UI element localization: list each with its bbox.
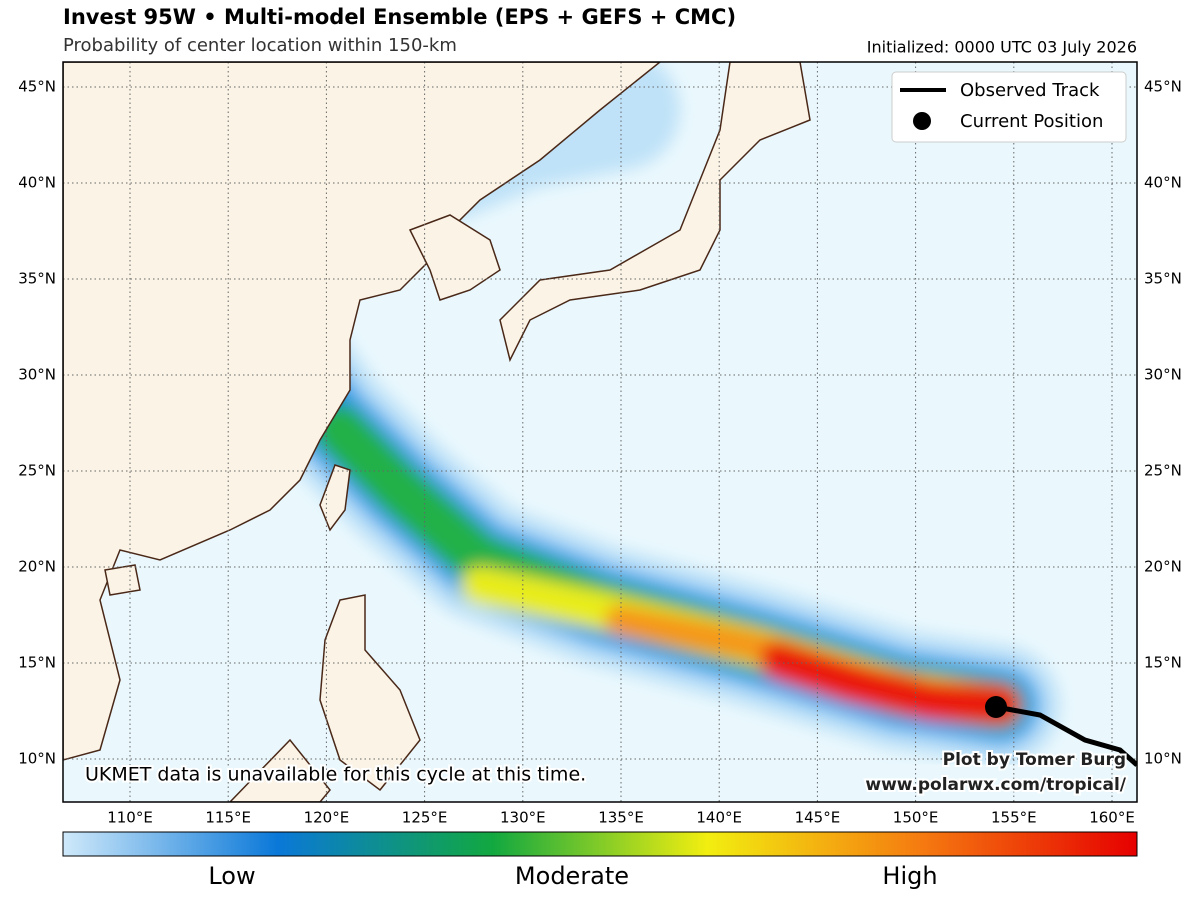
legend-box [891, 71, 1127, 143]
lon-label: 125°E [402, 809, 448, 827]
colorbar [62, 831, 1138, 857]
lon-label: 140°E [696, 809, 742, 827]
colorbar-label: High [882, 862, 937, 890]
title: Invest 95W • Multi-model Ensemble (EPS +… [63, 5, 736, 29]
lon-label: 120°E [304, 809, 350, 827]
lat-label: 30°N [18, 366, 56, 384]
lat-label: 10°N [18, 750, 56, 768]
taiwan [319, 464, 351, 532]
lat-label: 20°N [18, 558, 56, 576]
colorbar-label: Moderate [515, 862, 629, 890]
lon-label: 130°E [500, 809, 546, 827]
lat-label: 15°N [18, 654, 56, 672]
legend-dot [913, 112, 931, 130]
lon-label: 155°E [991, 809, 1037, 827]
mainland-asia [63, 62, 662, 761]
lon-label: 135°E [598, 809, 644, 827]
japan [499, 62, 811, 363]
observed-track [995, 704, 1137, 767]
legend-label: Observed Track [960, 80, 1100, 101]
current-position [985, 696, 1007, 718]
lat-label: 40°N [18, 174, 56, 192]
lat-label: 25°N [18, 462, 56, 480]
map-frame [62, 61, 1138, 803]
lon-label: 145°E [795, 809, 841, 827]
lat-label: 15°N [1144, 654, 1182, 672]
lat-label: 10°N [1144, 750, 1182, 768]
lon-label: 110°E [107, 809, 153, 827]
subtitle: Probability of center location within 15… [63, 35, 457, 56]
lat-label: 45°N [1144, 78, 1182, 96]
borneo [228, 738, 331, 802]
lat-label: 35°N [18, 270, 56, 288]
credit: Plot by Tomer Burg [943, 750, 1126, 770]
colorbar-label: Low [208, 862, 255, 890]
lat-label: 40°N [1144, 174, 1182, 192]
lat-label: 45°N [18, 78, 56, 96]
legend: Observed Track Current Position [891, 71, 1127, 143]
map [63, 62, 1137, 802]
notice: UKMET data is unavailable for this cycle… [85, 764, 586, 786]
lat-label: 20°N [1144, 558, 1182, 576]
legend-label: Current Position [960, 111, 1103, 132]
hainan [104, 564, 141, 596]
lon-label: 115°E [205, 809, 251, 827]
graticule [63, 62, 1137, 802]
philippines [319, 594, 421, 792]
credit-url: www.polarwx.com/tropical/ [865, 775, 1126, 795]
lat-label: 25°N [1144, 462, 1182, 480]
init-time: Initialized: 0000 UTC 03 July 2026 [867, 38, 1137, 57]
lon-label: 150°E [893, 809, 939, 827]
lon-label: 160°E [1089, 809, 1135, 827]
tick-labels: 45°N 45°N 40°N 40°N 35°N 35°N 30°N 30°N 25°N 25°N… [18, 78, 1182, 827]
lat-label: 35°N [1144, 270, 1182, 288]
lat-label: 30°N [1144, 366, 1182, 384]
